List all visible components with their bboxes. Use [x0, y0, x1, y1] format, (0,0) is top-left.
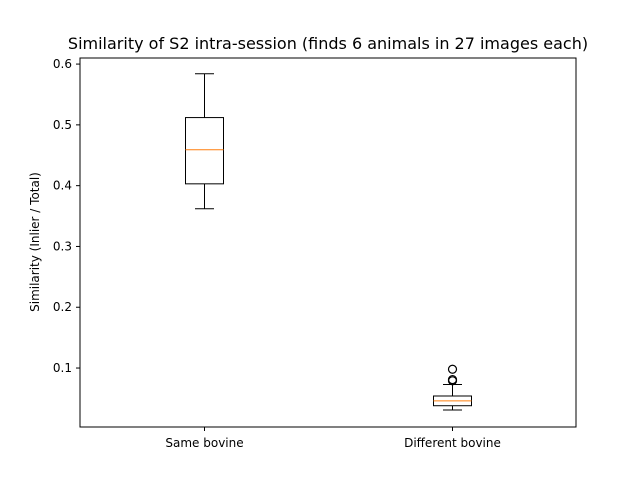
box-same-bovine — [185, 73, 224, 210]
iqr-box — [185, 117, 224, 185]
plot-area-frame — [79, 57, 577, 428]
box-group — [185, 73, 472, 411]
y-axis: 0.1 0.2 0.3 0.4 0.5 0.6 — [53, 57, 80, 375]
chart-title: Similarity of S2 intra-session (finds 6 … — [68, 34, 588, 53]
y-tick-label: 0.5 — [53, 118, 72, 132]
y-tick-label: 0.1 — [53, 361, 72, 375]
outlier-point — [447, 364, 458, 374]
y-tick-label: 0.4 — [53, 179, 72, 193]
y-tick-label: 0.2 — [53, 300, 72, 314]
x-axis: Same bovine Different bovine — [165, 427, 501, 450]
outlier-point — [447, 374, 458, 385]
y-axis-label: Similarity (Inlier / Total) — [28, 172, 42, 312]
y-tick-label: 0.3 — [53, 239, 72, 253]
y-tick-label: 0.6 — [53, 57, 72, 71]
x-tick-label: Same bovine — [165, 436, 243, 450]
x-tick-label: Different bovine — [404, 436, 501, 450]
box-different-bovine — [433, 364, 472, 411]
